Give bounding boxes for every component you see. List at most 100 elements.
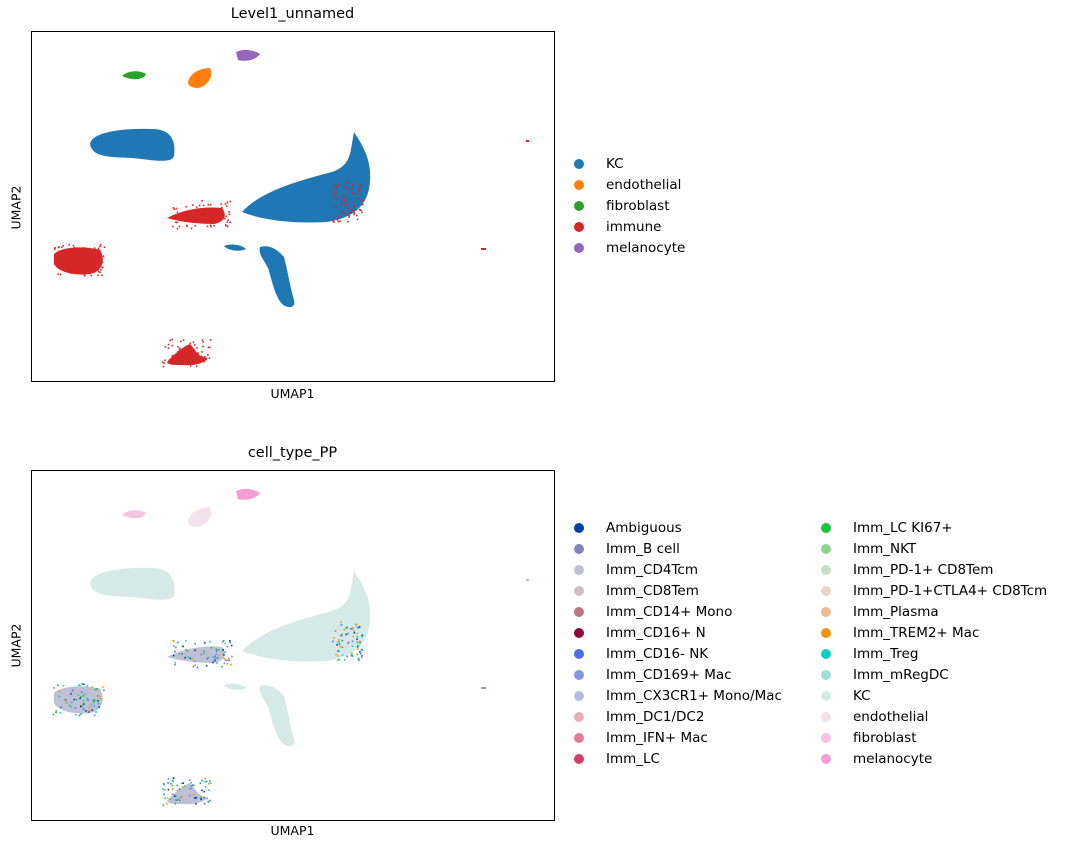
cell-point xyxy=(338,658,341,661)
cell-point xyxy=(189,788,192,790)
cell-point xyxy=(82,251,85,253)
cell-point xyxy=(223,217,226,220)
cell-point xyxy=(79,696,82,698)
cell-point xyxy=(184,218,186,220)
cell-point xyxy=(347,641,350,644)
cell-point xyxy=(91,686,93,689)
cell-point xyxy=(97,700,99,702)
cell-point xyxy=(180,352,182,354)
cell-point xyxy=(227,659,229,662)
cell-point xyxy=(172,217,174,219)
cell-point xyxy=(226,645,229,648)
cell-point xyxy=(208,346,211,349)
cluster-kc-right xyxy=(242,132,371,223)
cell-point xyxy=(341,646,344,649)
legend-label: Imm_Treg xyxy=(853,645,919,662)
cell-point xyxy=(164,346,167,348)
legend-marker-icon xyxy=(574,690,584,701)
cell-point xyxy=(352,627,354,629)
cell-point xyxy=(169,339,171,342)
cell-point xyxy=(209,782,212,784)
cell-point xyxy=(68,244,70,246)
cell-point xyxy=(73,698,75,701)
cell-point xyxy=(350,212,353,214)
cell-point xyxy=(228,657,230,660)
cell-point xyxy=(337,641,340,643)
cell-point xyxy=(343,199,346,202)
cell-point xyxy=(72,257,75,259)
cell-point xyxy=(204,219,207,221)
cell-point xyxy=(184,220,186,222)
legend-label: KC xyxy=(853,687,871,704)
cell-point xyxy=(204,356,206,358)
cell-point xyxy=(189,657,192,660)
cell-point xyxy=(334,193,337,196)
cell-point xyxy=(86,685,89,687)
cell-point xyxy=(204,777,206,780)
cell-point xyxy=(339,634,342,637)
cell-point xyxy=(340,634,343,637)
cell-point xyxy=(221,665,223,668)
cell-point xyxy=(340,624,343,626)
cell-point xyxy=(55,709,58,712)
cell-point xyxy=(89,264,92,267)
cell-point xyxy=(74,265,76,268)
cell-point xyxy=(179,347,181,350)
cell-point xyxy=(169,798,172,800)
cell-point xyxy=(96,689,98,691)
cell-point xyxy=(58,264,60,266)
cell-point xyxy=(195,206,198,209)
cell-point xyxy=(356,626,359,628)
cell-point xyxy=(62,245,64,247)
cell-point xyxy=(357,198,360,200)
cluster-kc-stem xyxy=(259,685,295,747)
legend-label: Imm_mRegDC xyxy=(853,666,949,683)
cell-point xyxy=(332,197,334,200)
legend-label: KC xyxy=(606,155,624,172)
cell-point xyxy=(209,339,212,341)
cell-point xyxy=(228,211,230,213)
cell-point xyxy=(188,779,191,781)
cell-point xyxy=(194,797,196,799)
cell-point xyxy=(167,343,170,346)
cell-point xyxy=(192,341,195,344)
cell-point xyxy=(176,784,179,787)
cell-point xyxy=(70,693,72,695)
cell-point xyxy=(83,274,86,277)
cell-point xyxy=(186,218,188,221)
cell-point xyxy=(203,214,205,216)
cell-point xyxy=(89,248,91,251)
cell-point xyxy=(231,655,233,658)
cell-point xyxy=(201,215,204,218)
cell-point xyxy=(56,252,58,254)
cell-point xyxy=(165,803,168,805)
cell-point xyxy=(85,266,87,269)
cell-point xyxy=(216,657,219,659)
cell-point xyxy=(54,247,56,249)
cell-point xyxy=(70,257,72,259)
cell-point xyxy=(334,184,337,186)
legend-column: KC endothelial fibroblast immune melanocyte xyxy=(570,153,685,258)
cell-point xyxy=(205,219,208,221)
cell-point xyxy=(340,202,342,205)
cluster-kc-right xyxy=(242,571,371,662)
cell-point xyxy=(200,653,202,656)
legend-marker-icon xyxy=(574,564,584,575)
legend-label: immune xyxy=(606,218,662,235)
cell-point xyxy=(177,346,179,348)
cell-point xyxy=(190,781,193,784)
cell-point xyxy=(182,339,185,341)
cell-point xyxy=(74,259,77,262)
cell-point xyxy=(347,220,349,223)
cell-point xyxy=(336,198,339,200)
legend-item: Imm_CX3CR1+ Mono/Mac xyxy=(570,685,782,706)
x-axis-label: UMAP1 xyxy=(270,386,315,401)
cell-point xyxy=(334,186,337,188)
legend-label: Imm_CD16- NK xyxy=(606,645,709,662)
cell-point xyxy=(361,635,363,638)
cell-point xyxy=(191,204,194,206)
cell-point xyxy=(172,225,174,228)
legend-item: KC xyxy=(817,685,1047,706)
legend-marker-icon xyxy=(574,242,584,253)
cell-point xyxy=(357,644,359,647)
